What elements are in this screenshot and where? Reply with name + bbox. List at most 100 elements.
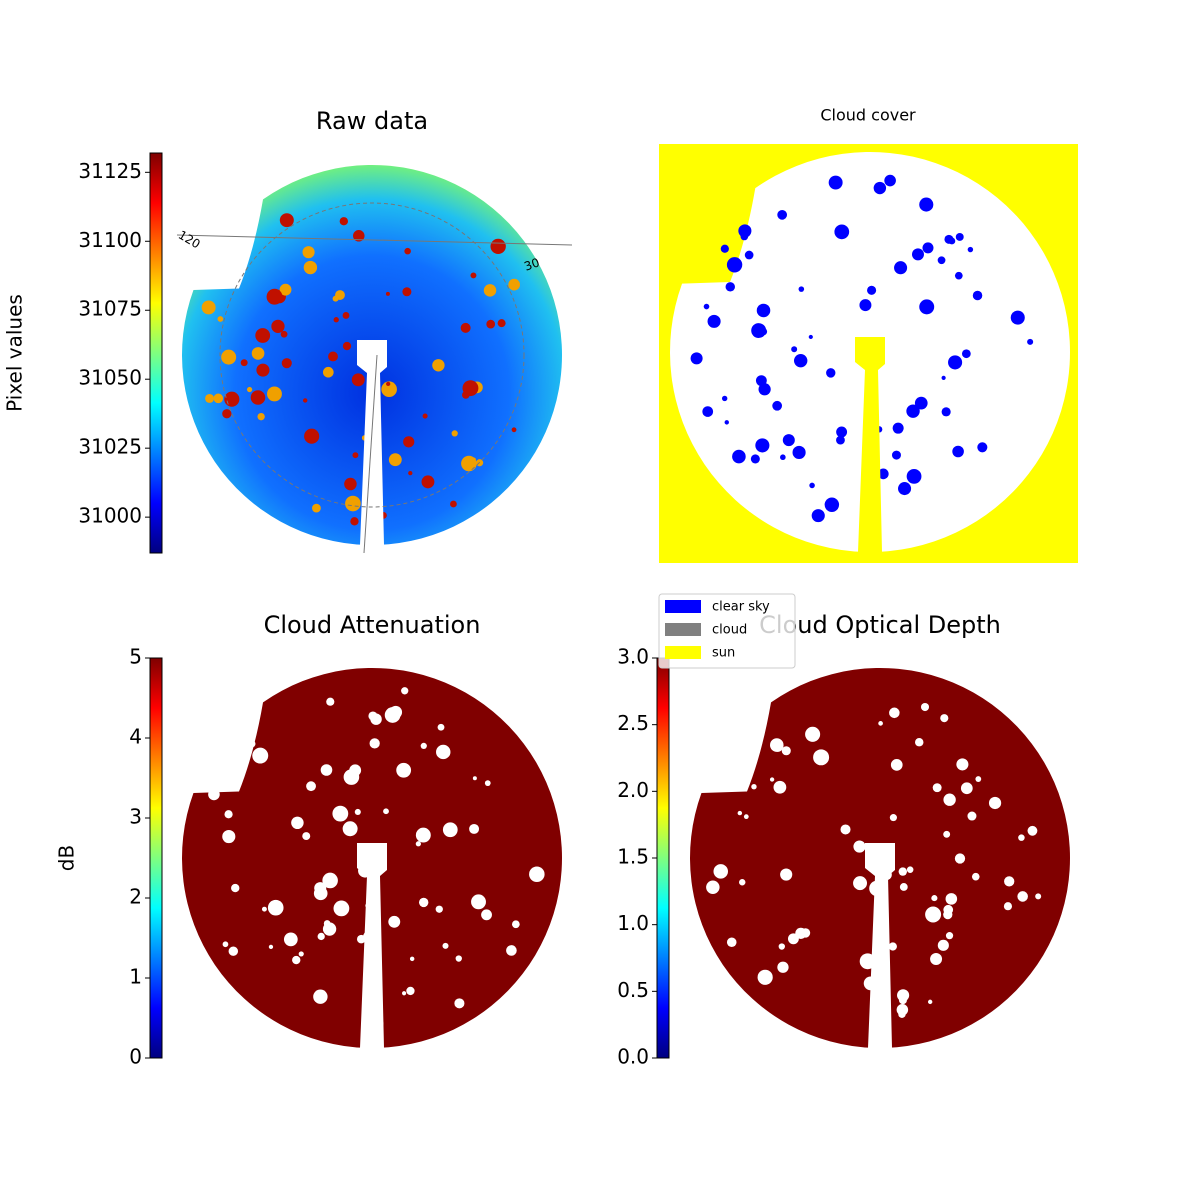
panel-title: Cloud Optical Depth xyxy=(759,611,1001,639)
image-patch xyxy=(941,375,946,380)
image-patch xyxy=(778,943,785,950)
image-patch xyxy=(201,300,216,315)
legend-swatch xyxy=(665,646,701,659)
image-patch xyxy=(777,209,788,220)
image-patch xyxy=(279,213,294,228)
image-patch xyxy=(381,381,397,398)
image-patch xyxy=(221,349,237,365)
panel-title: Raw data xyxy=(316,107,428,135)
image-patch xyxy=(737,810,743,816)
image-patch xyxy=(898,482,912,496)
image-patch xyxy=(834,224,850,240)
image-patch xyxy=(328,351,338,362)
image-patch xyxy=(224,810,233,819)
image-patch xyxy=(972,290,983,301)
image-patch xyxy=(954,271,963,280)
legend-swatch xyxy=(665,623,701,636)
image-patch xyxy=(339,217,348,226)
image-patch xyxy=(770,738,784,752)
image-patch xyxy=(386,381,391,386)
image-texture xyxy=(690,174,1034,523)
polar-label: 30 xyxy=(522,255,541,273)
image-patch xyxy=(914,396,928,410)
image-patch xyxy=(836,435,845,445)
image-patch xyxy=(960,782,973,795)
image-patch xyxy=(322,366,334,378)
image-patch xyxy=(787,933,799,945)
image-patch xyxy=(420,742,427,750)
image-patch xyxy=(255,328,271,343)
image-patch xyxy=(303,398,308,403)
image-patch xyxy=(342,341,352,351)
image-patch xyxy=(402,991,407,996)
image-patch xyxy=(713,864,728,879)
image-patch xyxy=(891,450,901,460)
image-patch xyxy=(333,900,350,917)
image-patch xyxy=(867,285,877,295)
image-patch xyxy=(332,295,339,302)
image-patch xyxy=(975,776,982,782)
image-patch xyxy=(506,945,517,956)
image-patch xyxy=(898,867,907,876)
image-patch xyxy=(1027,825,1038,836)
image-patch xyxy=(437,723,445,731)
sun-mask xyxy=(357,843,387,1048)
image-patch xyxy=(721,395,728,402)
image-patch xyxy=(922,242,934,254)
image-patch xyxy=(271,319,285,334)
panel-title: Cloud cover xyxy=(820,106,916,125)
image-patch xyxy=(250,390,266,405)
image-patch xyxy=(401,687,409,695)
image-patch xyxy=(317,932,325,941)
image-patch xyxy=(781,746,791,756)
image-patch xyxy=(941,407,951,417)
image-patch xyxy=(356,934,366,944)
image-patch xyxy=(240,359,248,367)
image-patch xyxy=(352,452,359,459)
image-patch xyxy=(777,961,789,973)
image-patch xyxy=(919,299,935,315)
image-patch xyxy=(304,428,320,444)
image-patch xyxy=(703,303,710,310)
image-patch xyxy=(350,517,359,526)
image-patch xyxy=(279,283,292,296)
colorbar-tick-label: 3.0 xyxy=(617,645,649,669)
image-patch xyxy=(743,814,749,820)
image-patch xyxy=(911,248,924,261)
image-patch xyxy=(724,420,729,425)
legend-label: cloud xyxy=(712,623,747,638)
image-patch xyxy=(529,866,545,883)
image-patch xyxy=(256,363,270,377)
image-patch xyxy=(484,780,491,787)
image-patch xyxy=(780,868,793,881)
image-patch xyxy=(442,822,458,838)
image-patch xyxy=(320,764,333,776)
image-patch xyxy=(384,707,401,723)
image-patch xyxy=(435,905,443,913)
image-patch xyxy=(314,882,327,895)
colorbar-tick-label: 31100 xyxy=(78,228,142,252)
image-patch xyxy=(292,955,301,965)
image-patch xyxy=(402,287,412,297)
image-patch xyxy=(388,915,401,928)
colorbar-tick-label: 31050 xyxy=(78,366,142,390)
image-patch xyxy=(208,788,220,801)
image-patch xyxy=(436,744,451,760)
image-patch xyxy=(773,780,787,794)
panel-title: Cloud Attenuation xyxy=(264,611,481,639)
colorbar-tick-label: 0.0 xyxy=(617,1045,649,1069)
colorbar-tick-label: 2.5 xyxy=(617,711,649,735)
colorbar-tick-label: 1.5 xyxy=(617,845,649,869)
image-patch xyxy=(889,814,897,822)
image-patch xyxy=(853,840,866,853)
image-patch xyxy=(451,430,458,437)
polar-grid xyxy=(219,202,525,508)
image-patch xyxy=(421,475,435,489)
image-patch xyxy=(486,319,496,329)
image-patch xyxy=(306,781,316,792)
image-patch xyxy=(756,303,771,318)
image-patch xyxy=(702,406,714,417)
image-patch xyxy=(461,455,477,472)
image-patch xyxy=(793,353,808,368)
image-patch xyxy=(892,422,904,434)
